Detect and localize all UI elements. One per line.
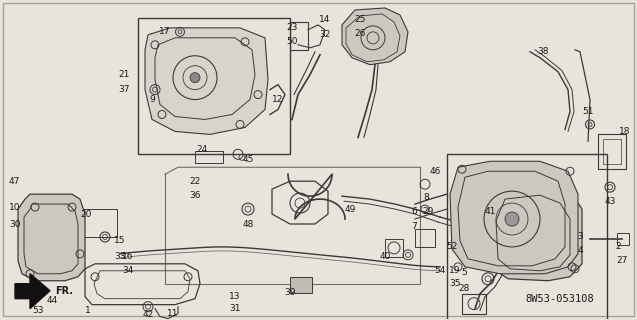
- Text: 15: 15: [114, 236, 125, 245]
- Text: 42: 42: [143, 310, 154, 319]
- Text: 44: 44: [47, 296, 57, 305]
- Text: 28: 28: [458, 284, 469, 293]
- Bar: [603, 140, 621, 164]
- Text: 37: 37: [118, 85, 130, 94]
- Bar: [195, 151, 223, 163]
- Text: 20: 20: [80, 210, 92, 219]
- Text: 51: 51: [582, 107, 594, 116]
- Text: 33: 33: [114, 252, 125, 261]
- Text: 3: 3: [577, 232, 583, 242]
- Text: 2: 2: [615, 242, 621, 252]
- Text: 41: 41: [484, 206, 496, 216]
- Text: 38: 38: [537, 47, 548, 56]
- Polygon shape: [488, 184, 582, 281]
- Text: 19: 19: [449, 266, 461, 275]
- Polygon shape: [15, 274, 50, 308]
- Text: 8W53-053108: 8W53-053108: [526, 294, 594, 304]
- Text: 46: 46: [429, 167, 441, 176]
- Text: 16: 16: [122, 252, 134, 261]
- Text: 21: 21: [118, 70, 130, 79]
- Text: 9: 9: [149, 95, 155, 104]
- Text: 39: 39: [284, 288, 296, 297]
- Text: 17: 17: [159, 27, 171, 36]
- Text: 54: 54: [434, 266, 446, 275]
- Text: 43: 43: [605, 196, 616, 206]
- Circle shape: [190, 73, 200, 83]
- Text: 1: 1: [85, 306, 91, 315]
- Bar: [290, 277, 312, 293]
- Text: 12: 12: [272, 95, 283, 104]
- Bar: [290, 22, 308, 50]
- Text: 31: 31: [229, 304, 241, 313]
- Text: 53: 53: [32, 306, 44, 315]
- Text: 18: 18: [619, 127, 631, 136]
- Circle shape: [527, 227, 541, 241]
- Polygon shape: [342, 8, 408, 65]
- Text: 7: 7: [411, 222, 417, 231]
- Text: 48: 48: [242, 220, 254, 228]
- Polygon shape: [18, 194, 85, 281]
- Text: 45: 45: [242, 155, 254, 164]
- Text: 50: 50: [286, 37, 297, 46]
- Text: 49: 49: [345, 204, 355, 213]
- Bar: [385, 239, 403, 257]
- Text: 29: 29: [422, 206, 434, 216]
- Bar: [82, 209, 117, 237]
- Text: 36: 36: [189, 191, 201, 200]
- Polygon shape: [450, 161, 578, 274]
- Text: 35: 35: [449, 279, 461, 288]
- Text: 13: 13: [229, 292, 241, 301]
- Text: 24: 24: [196, 145, 208, 154]
- Bar: [462, 294, 486, 314]
- Polygon shape: [145, 28, 268, 134]
- Text: 22: 22: [189, 177, 201, 186]
- Text: 23: 23: [286, 23, 297, 32]
- Text: 11: 11: [168, 309, 179, 318]
- Text: 32: 32: [319, 30, 331, 39]
- Text: 47: 47: [8, 177, 20, 186]
- Text: 5: 5: [461, 268, 467, 277]
- Text: 10: 10: [10, 203, 21, 212]
- Text: 14: 14: [319, 15, 331, 24]
- Bar: [617, 233, 629, 245]
- Text: 30: 30: [10, 220, 21, 228]
- Text: 27: 27: [617, 256, 627, 265]
- Text: FR.: FR.: [55, 286, 73, 296]
- Text: 40: 40: [379, 252, 390, 261]
- Text: 4: 4: [577, 246, 583, 255]
- Text: 26: 26: [354, 29, 366, 38]
- Text: 6: 6: [411, 206, 417, 216]
- Bar: [447, 154, 607, 320]
- Bar: [415, 229, 435, 247]
- Text: 34: 34: [122, 266, 134, 275]
- Text: 8: 8: [423, 193, 429, 202]
- Circle shape: [505, 212, 519, 226]
- Text: 25: 25: [354, 15, 366, 24]
- Bar: [598, 134, 626, 169]
- Bar: [138, 18, 290, 154]
- Text: 52: 52: [447, 242, 458, 252]
